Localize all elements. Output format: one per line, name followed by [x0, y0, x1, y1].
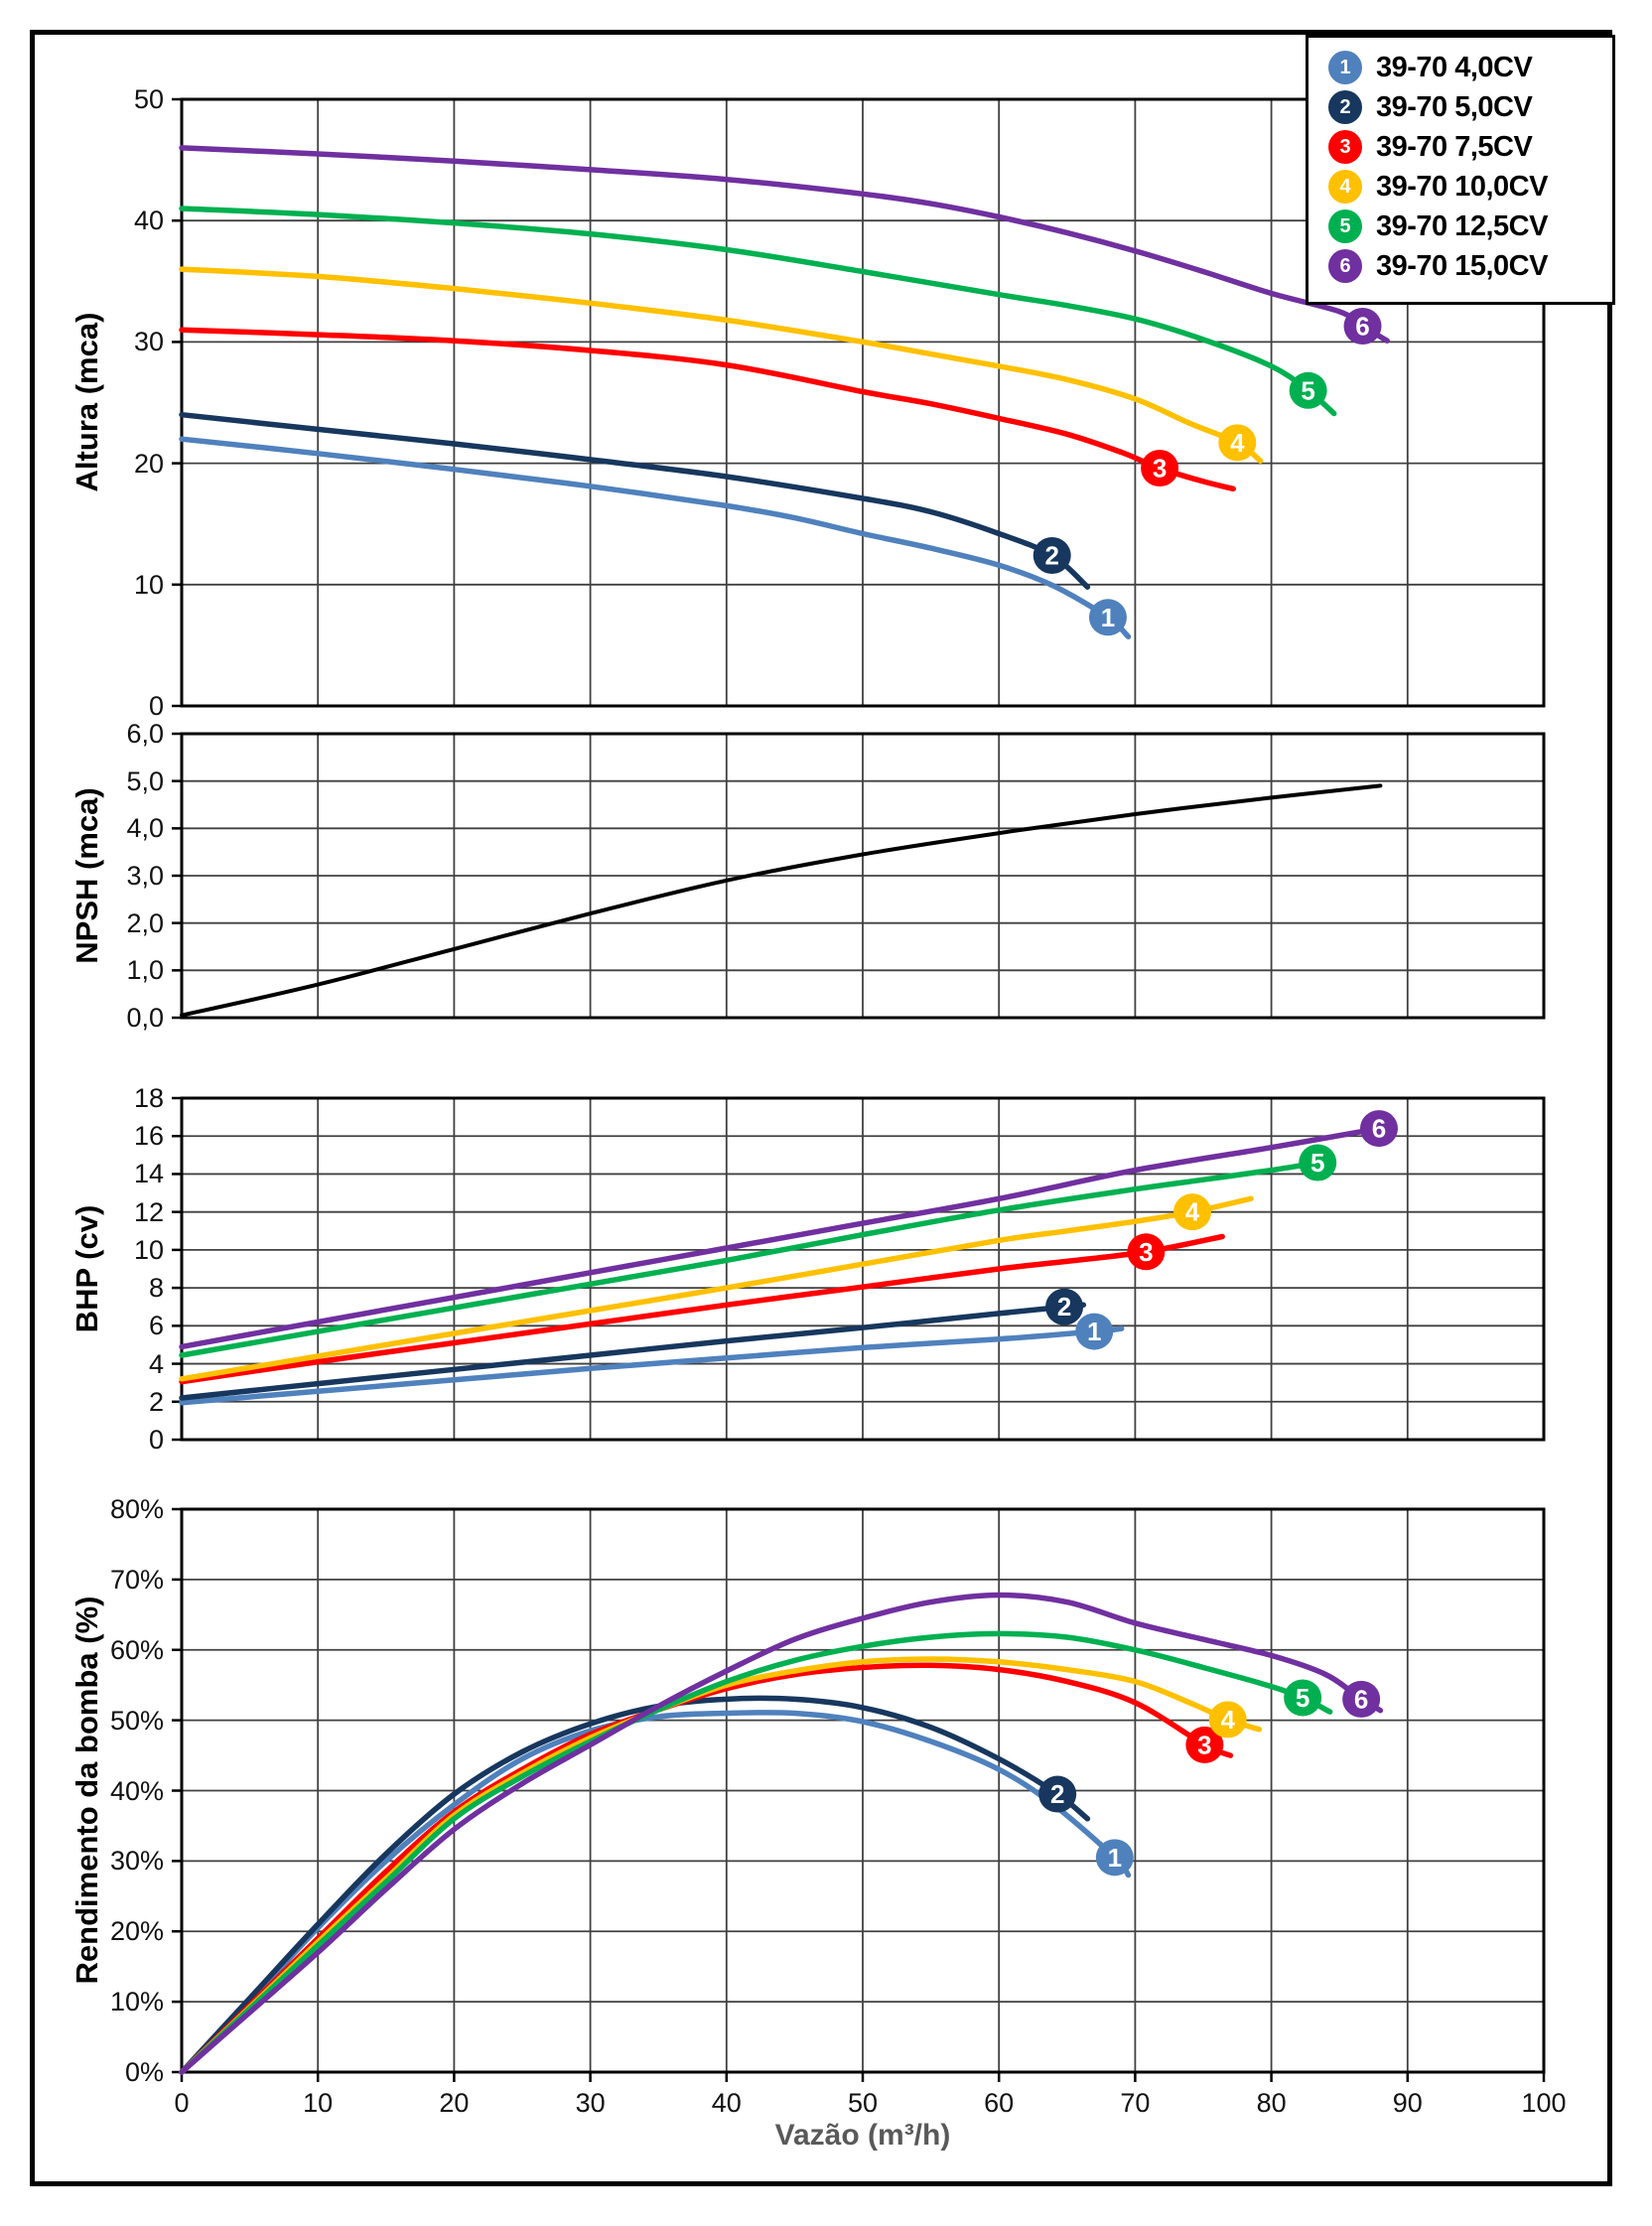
gridlines-npsh [182, 734, 1544, 1018]
legend-item-label: 39-70 15,0CV [1376, 249, 1548, 282]
curve-bhp-4 [179, 1195, 1254, 1382]
svg-text:1: 1 [1087, 1317, 1101, 1346]
svg-text:6: 6 [1355, 312, 1369, 342]
svg-text:4: 4 [1220, 1705, 1235, 1735]
marker-rendimento-4: 4 [1208, 1701, 1247, 1739]
svg-text:5: 5 [1296, 1683, 1309, 1713]
svg-text:3: 3 [1139, 1237, 1153, 1267]
chart-bhp: 12 3 4 5 6 [172, 1096, 1546, 1442]
curve-rendimento-6 [179, 1592, 1384, 2075]
legend-item-1: 1 39-70 4,0CV [1328, 48, 1612, 87]
curve-bhp-1 [179, 1325, 1125, 1406]
curve-altura-3 [179, 327, 1236, 492]
marker-rendimento-6: 6 [1342, 1680, 1381, 1718]
chart-legend: 1 39-70 4,0CV 2 39-70 5,0CV 3 39-70 7,5CV 4 39-… [1306, 35, 1615, 305]
legend-item-label: 39-70 7,5CV [1376, 130, 1533, 163]
marker-bhp-4: 4 [1173, 1193, 1212, 1231]
legend-item-label: 39-70 12,5CV [1376, 209, 1548, 242]
svg-text:1: 1 [1101, 603, 1115, 632]
svg-text:6: 6 [1354, 1684, 1368, 1714]
curve-rendimento-2 [179, 1695, 1091, 2075]
legend-item-3: 3 39-70 7,5CV [1328, 127, 1612, 167]
marker-rendimento-1: 1 [1095, 1839, 1134, 1877]
gridlines-rendimento [182, 1509, 1544, 2072]
svg-text:2: 2 [1050, 1779, 1064, 1809]
svg-text:4: 4 [1230, 428, 1245, 458]
legend-item-6: 6 39-70 15,0CV [1328, 246, 1612, 286]
curve-npsh-npsh [180, 783, 1383, 1018]
svg-text:5: 5 [1301, 375, 1314, 405]
curve-rendimento-1 [179, 1709, 1132, 2075]
curve-rendimento-5 [179, 1630, 1333, 2075]
marker-altura-4: 4 [1218, 424, 1257, 462]
gridlines-bhp [182, 1098, 1544, 1440]
marker-altura-6: 6 [1343, 308, 1382, 346]
svg-text:2: 2 [1044, 540, 1058, 570]
legend-item-label: 39-70 5,0CV [1376, 90, 1533, 123]
svg-text:2: 2 [1057, 1292, 1071, 1322]
marker-bhp-6: 6 [1359, 1110, 1398, 1148]
curve-altura-1 [179, 436, 1132, 640]
legend-item-label: 39-70 4,0CV [1376, 51, 1533, 83]
curve-bhp-2 [179, 1302, 1087, 1401]
svg-text:5: 5 [1310, 1148, 1324, 1178]
svg-text:6: 6 [1372, 1114, 1386, 1144]
marker-rendimento-3: 3 [1185, 1726, 1224, 1763]
curve-rendimento-3 [179, 1662, 1234, 2075]
legend-marker-icon: 1 [1328, 51, 1362, 84]
legend-item-4: 4 39-70 10,0CV [1328, 167, 1612, 207]
marker-rendimento-2: 2 [1038, 1775, 1077, 1813]
legend-item-label: 39-70 10,0CV [1376, 170, 1548, 203]
svg-text:4: 4 [1185, 1197, 1200, 1227]
curve-bhp-6 [179, 1125, 1382, 1350]
svg-text:3: 3 [1197, 1730, 1211, 1759]
curve-altura-6 [179, 145, 1390, 344]
legend-item-2: 2 39-70 5,0CV [1328, 87, 1612, 127]
chart-npsh [172, 732, 1546, 1020]
marker-rendimento-5: 5 [1284, 1679, 1322, 1717]
curve-altura-4 [179, 266, 1264, 464]
svg-text:3: 3 [1153, 453, 1167, 483]
legend-marker-icon: 3 [1328, 130, 1362, 164]
marker-altura-1: 1 [1088, 599, 1127, 636]
curve-bhp-5 [179, 1160, 1320, 1358]
legend-marker-icon: 2 [1328, 90, 1362, 124]
legend-marker-icon: 5 [1328, 209, 1362, 243]
marker-bhp-2: 2 [1045, 1288, 1084, 1325]
curve-altura-5 [179, 206, 1337, 417]
plot-border-bhp [180, 1096, 1546, 1442]
marker-altura-2: 2 [1032, 536, 1071, 574]
plot-border-altura [180, 97, 1546, 708]
legend-marker-icon: 6 [1328, 249, 1362, 283]
chart-altura: 1 2 3 4 5 6 [172, 97, 1546, 708]
marker-bhp-5: 5 [1299, 1144, 1337, 1182]
figure-border [30, 30, 1612, 2186]
svg-text:1: 1 [1108, 1843, 1122, 1873]
marker-altura-3: 3 [1141, 449, 1179, 487]
marker-bhp-3: 3 [1127, 1233, 1166, 1271]
marker-bhp-1: 1 [1075, 1313, 1114, 1350]
legend-item-5: 5 39-70 12,5CV [1328, 207, 1612, 246]
curve-altura-2 [179, 411, 1091, 590]
legend-marker-icon: 4 [1328, 170, 1362, 204]
curve-bhp-3 [179, 1233, 1225, 1385]
marker-altura-5: 5 [1289, 371, 1327, 409]
chart-rendimento: 1 2 34 5 6 [172, 1507, 1546, 2082]
